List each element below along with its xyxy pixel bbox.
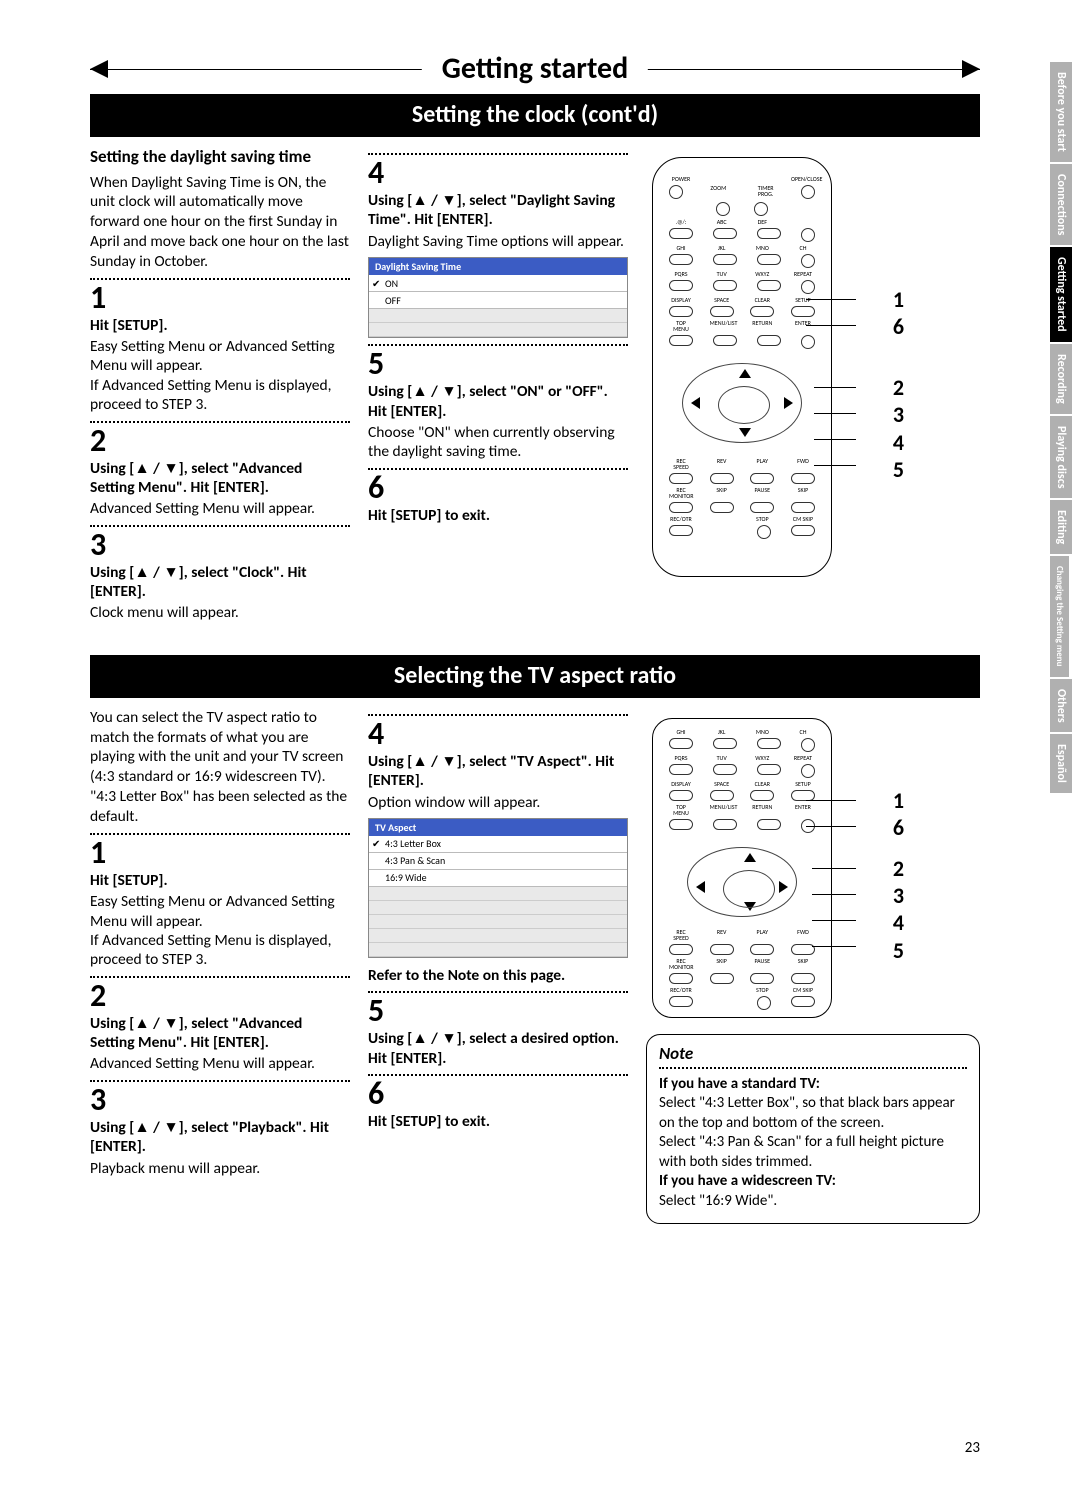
aspect-step3-head: Using [▲ / ▼], select "Playback". Hit [E…	[90, 1118, 350, 1157]
dst-menu: Daylight Saving Time ON OFF	[368, 257, 628, 338]
tab-getting-started: Getting started	[1050, 247, 1072, 342]
aspect-step4-num: 4	[368, 718, 628, 750]
aspect-step2-head: Using [▲ / ▼], select "Advanced Setting …	[90, 1014, 350, 1053]
aspect-step1-body: Easy Setting Menu or Advanced Setting Me…	[90, 892, 350, 970]
step-2-body: Advanced Setting Menu will appear.	[90, 499, 350, 518]
chapter-title: Getting started	[422, 50, 648, 87]
step-1-num: 1	[90, 282, 350, 314]
nav-pad-icon-2	[687, 847, 797, 917]
step-6-num: 6	[368, 472, 628, 504]
tab-espanol: Español	[1050, 734, 1072, 793]
step-6-head: Hit [SETUP] to exit.	[368, 506, 628, 525]
note-title: Note	[659, 1043, 967, 1065]
aspect-step4-body: Option window will appear.	[368, 793, 628, 812]
note-p2: Select "16:9 Wide".	[659, 1192, 967, 1212]
step-3-num: 3	[90, 529, 350, 561]
dst-opt-off: OFF	[369, 292, 627, 309]
callouts-b-mid: 2 3 4 5	[893, 856, 904, 965]
note-p1: Select "4:3 Letter Box", so that black b…	[659, 1094, 967, 1172]
daylight-intro: When Daylight Saving Time is ON, the uni…	[90, 173, 350, 272]
step-3-head: Using [▲ / ▼], select "Clock". Hit [ENTE…	[90, 563, 350, 602]
aspect-step1-num: 1	[90, 837, 350, 869]
aspect-step6-head: Hit [SETUP] to exit.	[368, 1112, 628, 1131]
tab-connections: Connections	[1050, 164, 1072, 245]
note-h2: If you have a widescreen TV:	[659, 1172, 836, 1190]
aspect-step5-head: Using [▲ / ▼], select a desired option. …	[368, 1029, 628, 1068]
callouts-mid: 2 3 4 5	[893, 375, 904, 484]
aspect-step2-num: 2	[90, 980, 350, 1012]
dst-menu-title: Daylight Saving Time	[369, 258, 627, 275]
aspect-step5-num: 5	[368, 995, 628, 1027]
callouts-top: 1 6	[893, 287, 904, 342]
step-5-num: 5	[368, 348, 628, 380]
aspect-refer-note: Refer to the Note on this page.	[368, 966, 628, 985]
aspect-step6-num: 6	[368, 1078, 628, 1110]
tab-playing: Playing discs	[1050, 416, 1072, 499]
step-2-num: 2	[90, 425, 350, 457]
aspect-opt1: 4:3 Letter Box	[369, 836, 627, 853]
nav-pad-icon	[682, 363, 802, 443]
note-box: Note If you have a standard TV: Select "…	[646, 1034, 980, 1225]
tab-others: Others	[1050, 679, 1072, 733]
tab-settingmenu: Changing the Setting menu	[1050, 556, 1069, 676]
page-number: 23	[965, 1439, 980, 1457]
tab-recording: Recording	[1050, 344, 1072, 414]
section-clock-title: Setting the clock (cont'd)	[90, 94, 980, 137]
step-1-body: Easy Setting Menu or Advanced Setting Me…	[90, 337, 350, 415]
step-3-body: Clock menu will appear.	[90, 603, 350, 622]
chapter-arrow-right-icon	[962, 60, 980, 78]
callouts-b-top: 1 6	[893, 788, 904, 843]
daylight-heading: Setting the daylight saving time	[90, 147, 350, 167]
step-2-head: Using [▲ / ▼], select "Advanced Setting …	[90, 459, 350, 498]
aspect-opt2: 4:3 Pan & Scan	[369, 853, 627, 870]
tab-editing: Editing	[1050, 500, 1072, 554]
aspect-menu: TV Aspect 4:3 Letter Box 4:3 Pan & Scan …	[368, 818, 628, 958]
tab-before: Before you start	[1050, 62, 1072, 162]
aspect-step4-head: Using [▲ / ▼], select "TV Aspect". Hit […	[368, 752, 628, 791]
aspect-step3-body: Playback menu will appear.	[90, 1159, 350, 1178]
aspect-opt3: 16:9 Wide	[369, 870, 627, 887]
step-4-num: 4	[368, 157, 628, 189]
step-1-head: Hit [SETUP].	[90, 316, 350, 335]
remote-diagram-top: POWEROPEN/CLOSE ZOOMTIMER PROG. .@/:ABCD…	[652, 157, 832, 577]
step-5-body: Choose "ON" when currently observing the…	[368, 423, 628, 462]
aspect-menu-title: TV Aspect	[369, 819, 627, 836]
aspect-intro: You can select the TV aspect ratio to ma…	[90, 708, 350, 827]
chapter-header: Getting started	[90, 50, 980, 90]
aspect-step1-head: Hit [SETUP].	[90, 871, 350, 890]
section-aspect-title: Selecting the TV aspect ratio	[90, 655, 980, 698]
remote-diagram-bottom: GHIJKLMNOCH PQRSTUVWXYZREPEAT DISPLAYSPA…	[652, 718, 832, 1018]
note-h1: If you have a standard TV:	[659, 1075, 820, 1093]
side-tabs: Before you start Connections Getting sta…	[1050, 62, 1080, 795]
step-5-head: Using [▲ / ▼], select "ON" or "OFF". Hit…	[368, 382, 628, 421]
aspect-step3-num: 3	[90, 1084, 350, 1116]
aspect-step2-body: Advanced Setting Menu will appear.	[90, 1054, 350, 1073]
chapter-arrow-left-icon	[90, 60, 108, 78]
step-4-head: Using [▲ / ▼], select "Daylight Saving T…	[368, 191, 628, 230]
step-4-body: Daylight Saving Time options will appear…	[368, 232, 628, 251]
dst-opt-on: ON	[369, 275, 627, 292]
